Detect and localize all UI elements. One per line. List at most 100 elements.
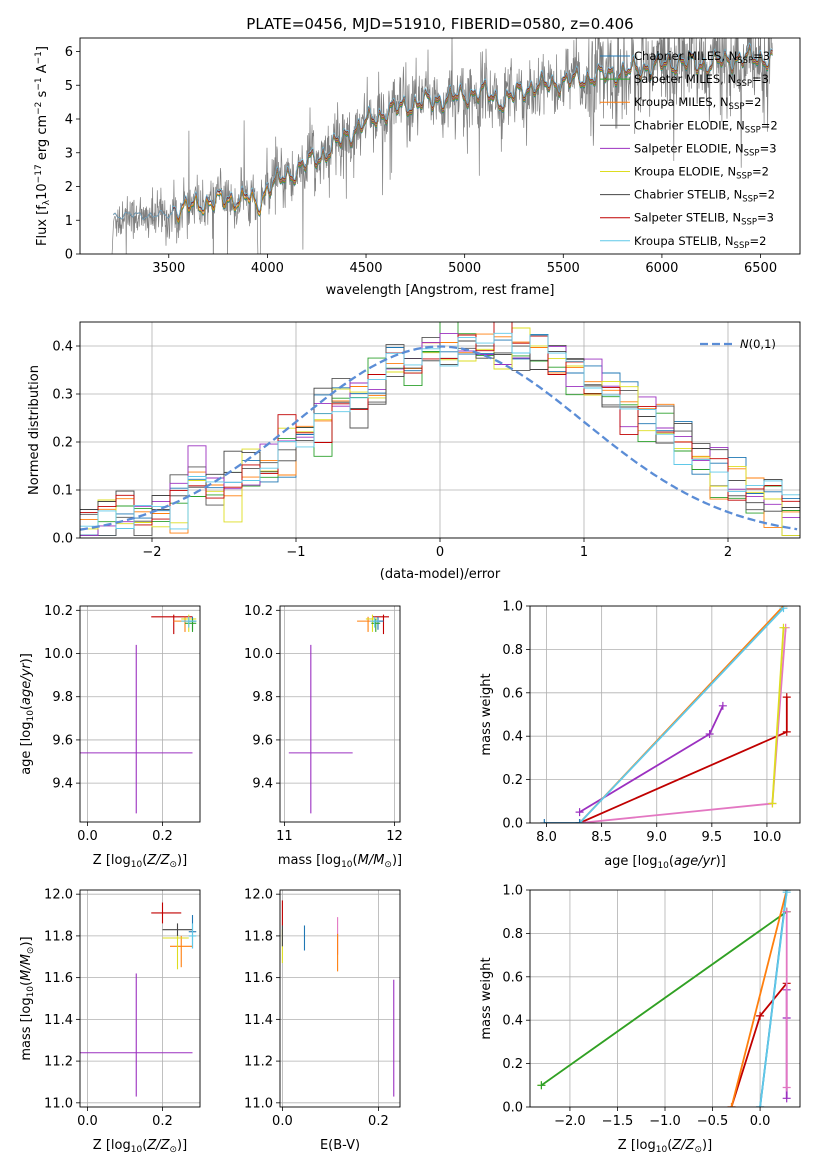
spectrum-ylabel: Flux [fλ10−17 erg cm−2 s−1 A−1] — [34, 46, 52, 246]
massweight_vs_age-series-0 — [579, 705, 724, 813]
spectrum-xtick-label-0: 3500 — [152, 261, 185, 276]
massweight_vs_Z-marker-6-0 — [782, 1094, 791, 1103]
massweight_vs_Z-marker-3-0 — [727, 1103, 736, 1107]
residuals-axes: −2 −1 0 1 2 0.0 0.1 0.2 0.3 0.4 N(0,1) (data-model)… — [27, 321, 801, 582]
legend-count: =2 — [744, 95, 761, 109]
legend-subscript: SSP — [744, 148, 760, 158]
massweight_vs_age-xlabel-part-5: )] — [716, 854, 726, 869]
age_vs_Z-axes: 0.0 0.29.49.69.810.010.2Z [log10(Z/Z⊙)]ag… — [19, 604, 201, 870]
age_vs_mass-xlabel-part-2: 10 — [341, 860, 353, 870]
massweight_vs_Z-xlabel-part-1: log — [636, 1138, 656, 1153]
age_vs_Z-xlabel: Z [log10(Z/Z⊙)] — [93, 853, 187, 870]
massweight_vs_age-ytick-label-1: 0.2 — [502, 773, 523, 788]
spectrum-legend-label-4: Salpeter ELODIE, NSSP=3 — [634, 141, 777, 158]
massweight_vs_age-xtick-label-1: 8.5 — [591, 830, 612, 845]
mass_vs_Z-ylabel-part-5: ⊙ — [26, 947, 36, 955]
massweight_vs_age-marker-5-0 — [768, 799, 777, 808]
age_vs_mass-ytick-label-2: 9.8 — [252, 690, 273, 705]
age_vs_Z-ylabel-part-1: log — [19, 722, 34, 742]
ylabel-sub: λ — [42, 199, 52, 205]
massweight_vs_Z-marker-7-0 — [782, 1083, 791, 1092]
spectrum-frame — [79, 37, 801, 255]
massweight_vs_age-ylabel: mass weight — [479, 673, 494, 755]
mass_vs_Z-xlabel-part-1: log — [111, 1138, 131, 1153]
mass_vs_Z-ylabel-part-1: log — [19, 997, 34, 1017]
age_vs_Z-xlabel-part-0: Z [ — [93, 853, 111, 868]
age_vs_Z-xtick-label-1: 0.2 — [152, 829, 173, 844]
spectrum-ytick-label-2: 2 — [65, 180, 73, 195]
massweight_vs_Z-xtick-label-3: −0.5 — [697, 1114, 729, 1129]
massweight_vs_Z-xtick-label-2: −1.0 — [649, 1114, 681, 1129]
age_vs_mass-xlabel-part-0: mass [ — [278, 853, 321, 868]
massweight_vs_age-series-1 — [579, 697, 788, 823]
age_vs_mass-ytick-label-4: 10.2 — [244, 604, 273, 619]
massweight_vs_Z-xlabel-part-0: Z [ — [618, 1138, 636, 1153]
residuals-ytick-label-1: 0.1 — [52, 484, 73, 499]
residuals-xtick-label-2: 0 — [436, 545, 444, 560]
legend-count: =3 — [752, 72, 769, 86]
massweight_vs_age-xlabel-part-1: log — [638, 854, 658, 869]
age_vs_Z-xtick-label-0: 0.0 — [77, 829, 98, 844]
ylabel-sup: −1 — [34, 77, 44, 90]
massweight_vs_Z-xlabel-part-3: ( — [667, 1138, 672, 1153]
spectrum-ytick-label-1: 1 — [65, 214, 73, 229]
massweight_vs_age-ytick-label-5: 1.0 — [502, 600, 523, 615]
residuals-xtick-label-4: 2 — [724, 545, 732, 560]
mass_vs_ebv-xtick-label-1: 0.2 — [368, 1114, 389, 1129]
age_vs_Z-plot-area — [80, 606, 200, 822]
ylabel-part: A — [35, 64, 50, 77]
massweight_vs_age-series-5 — [771, 627, 785, 804]
massweight_vs_Z-ytick-label-4: 0.8 — [502, 927, 523, 942]
mass_vs_ebv-xtick-label-0: 0.0 — [272, 1114, 293, 1129]
mass_vs_ebv-frame — [279, 889, 401, 1108]
mass_vs_Z-xlabel-part-2: 10 — [131, 1145, 143, 1155]
mass_vs_ebv-ytick-label-2: 11.4 — [244, 1013, 273, 1028]
mass_vs_Z-ylabel-part-2: 10 — [26, 986, 36, 998]
massweight_vs_Z-xtick-label-4: 0.0 — [750, 1114, 771, 1129]
age_vs_Z-ytick-label-3: 10.0 — [44, 647, 73, 662]
spectrum-legend-label-7: Salpeter STELIB, NSSP=3 — [634, 211, 774, 228]
massweight_vs_age-marker-0-2 — [718, 701, 727, 710]
mass_vs_Z-xlabel-part-4: Z/Z — [146, 1138, 170, 1153]
age_vs_mass-ytick-label-1: 9.6 — [252, 733, 273, 748]
mass_vs_Z-ylabel: mass [log10(M/M⊙)] — [19, 936, 36, 1060]
spectrum-ytick-label-5: 5 — [65, 79, 73, 94]
massweight_vs_Z-marker-2-1 — [756, 1011, 765, 1020]
age_vs_mass-ytick-label-0: 9.4 — [252, 777, 273, 792]
mass_vs_Z-ytick-label-2: 11.4 — [44, 1013, 73, 1028]
massweight_vs_Z-xlabel: Z [log10(Z/Z⊙)] — [618, 1138, 712, 1155]
massweight_vs_age-ytick-label-4: 0.8 — [502, 643, 523, 658]
residuals-ytick-label-3: 0.3 — [52, 388, 73, 403]
massweight_vs_age-xtick-label-4: 10.0 — [752, 830, 781, 845]
residuals-plot-area — [80, 322, 800, 538]
massweight_vs_age-ytick-label-0: 0.0 — [502, 817, 523, 832]
gaussian-legend-label: N(0,1) — [740, 337, 776, 351]
age_vs_Z-ylabel-part-2: 10 — [26, 710, 36, 722]
legend-subscript: SSP — [736, 172, 752, 182]
massweight_vs_age-marker-6-1 — [575, 819, 584, 823]
legend-count: =3 — [760, 141, 777, 155]
ylabel-sup: −17 — [34, 164, 44, 183]
mass_vs_Z-ylabel-part-4: M/M — [19, 954, 34, 981]
age_vs_mass-xtick-label-0: 11 — [276, 829, 293, 844]
residuals-xlabel: (data-model)/error — [380, 567, 501, 582]
legend-count: =3 — [757, 211, 774, 225]
age_vs_Z-xlabel-part-1: log — [111, 853, 131, 868]
ylabel-sup: −2 — [34, 102, 44, 115]
spectrum-legend-label-0: Chabrier MILES, NSSP=3 — [634, 49, 770, 66]
massweight_vs_Z-marker-1-0 — [537, 1081, 546, 1090]
age_vs_Z-frame — [79, 605, 201, 823]
massweight_vs_Z-series-3 — [730, 890, 788, 1107]
mass_vs_ebv-xlabel: E(B-V) — [320, 1138, 360, 1153]
massweight_vs_age-xtick-label-2: 9.0 — [646, 830, 667, 845]
mass_vs_Z-xlabel-part-3: ( — [142, 1138, 147, 1153]
spectrum-xtick-label-6: 6500 — [744, 261, 777, 276]
legend-subscript: SSP — [734, 241, 750, 251]
spectrum-ytick-label-3: 3 — [65, 146, 73, 161]
mass_vs_Z-xlabel-part-5: ⊙ — [169, 1145, 177, 1155]
age_vs_mass-xlabel-part-4: M/M — [358, 853, 385, 868]
massweight_vs_age-xtick-label-3: 9.5 — [701, 830, 722, 845]
massweight_vs_age-xlabel-part-2: 10 — [657, 861, 669, 871]
